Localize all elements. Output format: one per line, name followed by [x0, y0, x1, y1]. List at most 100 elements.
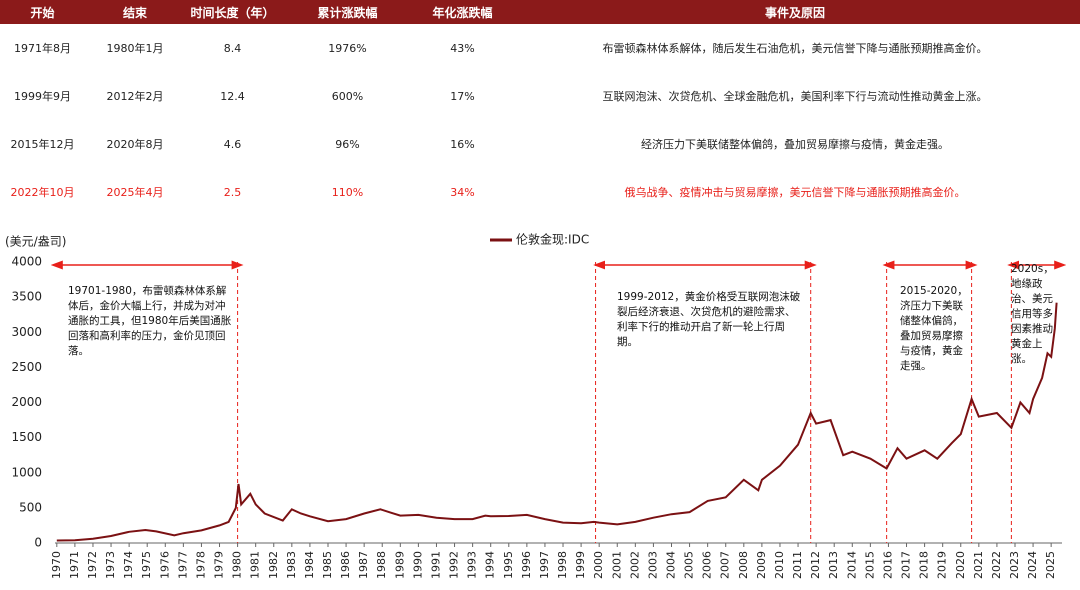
x-tick-label: 1981: [249, 551, 262, 579]
x-tick-label: 1977: [176, 551, 189, 579]
y-tick-label: 1500: [11, 430, 42, 444]
x-tick-label: 2019: [936, 551, 949, 579]
table-row: 1999年9月 2012年2月 12.4 600% 17% 互联网泡沫、次贷危机、全球金融…: [0, 72, 1080, 120]
x-tick-label: 1983: [285, 551, 298, 579]
x-tick-label: 1980: [231, 551, 244, 579]
header-cell: 结束: [122, 5, 147, 20]
x-tick-label: 2021: [972, 551, 985, 579]
table-cell: 1980年1月: [106, 42, 164, 55]
x-tick-label: 1986: [339, 551, 352, 579]
x-tick-label: 1988: [375, 551, 388, 579]
table-row: 1971年8月 1980年1月 8.4 1976% 43% 布雷顿森林体系解体，随后发生石…: [0, 24, 1080, 72]
y-tick-label: 500: [19, 500, 42, 514]
table-cell: 8.4: [223, 41, 242, 55]
table-cell: 布雷顿森林体系解体，随后发生石油危机，美元信誉下降与通胀预期推高金价。: [602, 42, 988, 55]
x-tick-label: 1995: [502, 551, 515, 579]
table-cell: 1976%: [328, 41, 367, 55]
y-tick-label: 2500: [11, 360, 42, 374]
x-tick-label: 2015: [863, 551, 876, 579]
x-tick-label: 1992: [448, 551, 461, 579]
x-tick-label: 1991: [429, 551, 442, 579]
x-tick-label: 1976: [158, 551, 171, 579]
table-cell: 34%: [450, 185, 475, 199]
x-tick-label: 2000: [592, 551, 605, 579]
x-tick-label: 2016: [881, 551, 894, 579]
x-tick-label: 1975: [140, 551, 153, 579]
x-tick-label: 1974: [122, 551, 135, 579]
table-cell: 2015年12月: [10, 138, 75, 151]
x-tick-label: 2022: [990, 551, 1003, 579]
x-tick-label: 1979: [213, 551, 226, 579]
x-tick-label: 2006: [701, 551, 714, 579]
x-tick-label: 1998: [556, 551, 569, 579]
y-tick-label: 3500: [11, 290, 42, 304]
price-line: [56, 302, 1058, 542]
x-tick-label: 2005: [683, 551, 696, 579]
table-cell: 1999年9月: [14, 90, 71, 103]
x-tick-label: 2012: [809, 551, 822, 579]
period-note: 19701-1980，布雷顿森林体系解体后，金价大幅上行，并成为对冲通胀的工具，…: [68, 285, 232, 357]
x-tick-label: 2017: [900, 551, 913, 579]
x-tick-label: 1997: [538, 551, 551, 579]
table-cell: 17%: [450, 89, 475, 103]
x-tick-label: 1996: [520, 551, 533, 579]
x-tick-label: 1972: [86, 551, 99, 579]
chart: (美元/盎司) 0 500 1000 1500 2000 2500 3000 3500 4000…: [5, 232, 1067, 579]
table-cell: 16%: [450, 137, 475, 151]
x-tick-label: 2023: [1008, 551, 1021, 579]
x-tick-label: 2025: [1044, 551, 1057, 579]
table-cell: 互联网泡沫、次贷危机、全球金融危机，美国利率下行与流动性推动黄金上涨。: [602, 90, 988, 103]
x-tick-label: 2014: [845, 551, 858, 579]
table-cell: 43%: [450, 41, 475, 55]
table-cell: 110%: [331, 185, 364, 199]
x-tick-label: 1973: [104, 551, 117, 579]
table-cell: 1971年8月: [14, 42, 71, 55]
y-tick-label: 0: [34, 536, 42, 550]
x-tick-label: 2010: [773, 551, 786, 579]
summary-table: 开始 结束 时间长度（年） 累计涨跌幅 年化涨跌幅 事件及原因 1971年8月 1980年1…: [0, 0, 1080, 216]
x-tick-label: 2018: [918, 551, 931, 579]
header-cell: 年化涨跌幅: [432, 5, 493, 20]
x-tick-label: 2001: [610, 551, 623, 579]
x-tick-label: 1993: [466, 551, 479, 579]
y-tick-label: 1000: [11, 465, 42, 479]
x-tick-label: 1990: [411, 551, 424, 579]
y-tick-label: 4000: [11, 255, 42, 269]
table-cell: 俄乌战争、疫情冲击与贸易摩擦，美元信誉下降与通胀预期推高金价。: [624, 186, 966, 199]
period-note: 1999-2012，黄金价格受互联网泡沫破裂后经济衰退、次贷危机的避险需求、利率…: [617, 291, 801, 348]
table-cell: 2025年4月: [106, 186, 164, 199]
table-cell: 96%: [335, 137, 360, 151]
y-tick-label: 2000: [11, 395, 42, 409]
x-tick-label: 2008: [737, 551, 750, 579]
header-cell: 事件及原因: [764, 5, 825, 20]
table-cell: 2012年2月: [106, 90, 164, 103]
period-note: 2015-2020，济压力下美联储整体偏鸽，叠加贸易摩擦与疫情，黄金走强。: [900, 285, 968, 372]
x-tick-label: 2007: [719, 551, 732, 579]
x-tick-label: 1999: [574, 551, 587, 579]
x-tick-label: 2024: [1026, 551, 1039, 579]
x-tick-label: 1987: [357, 551, 370, 579]
header-cell: 累计涨跌幅: [317, 5, 378, 20]
x-tick-label: 1982: [267, 551, 280, 579]
table-cell: 2.5: [223, 185, 242, 199]
y-tick-label: 3000: [11, 325, 42, 339]
x-tick-label: 1994: [484, 551, 497, 579]
x-tick-label: 2004: [664, 551, 677, 579]
x-tick-label: 1984: [303, 551, 316, 579]
y-axis-label: (美元/盎司): [5, 235, 66, 249]
x-tick-label: 1985: [321, 551, 334, 579]
table-cell: 600%: [331, 89, 364, 103]
table-cell: 2020年8月: [106, 138, 164, 151]
table-cell: 4.6: [223, 137, 242, 151]
table-cell: 2022年10月: [10, 186, 75, 199]
x-tick-label: 1989: [393, 551, 406, 579]
table-cell: 经济压力下美联储整体偏鸽，叠加贸易摩擦与疫情，黄金走强。: [641, 138, 949, 151]
x-tick-label: 1970: [50, 551, 63, 579]
x-tick-label: 2003: [646, 551, 659, 579]
header-cell: 时间长度（年）: [190, 5, 275, 20]
x-tick-label: 1978: [194, 551, 207, 579]
x-tick-label: 2002: [628, 551, 641, 579]
x-tick-label: 2009: [755, 551, 768, 579]
x-tick-label: 2020: [954, 551, 967, 579]
